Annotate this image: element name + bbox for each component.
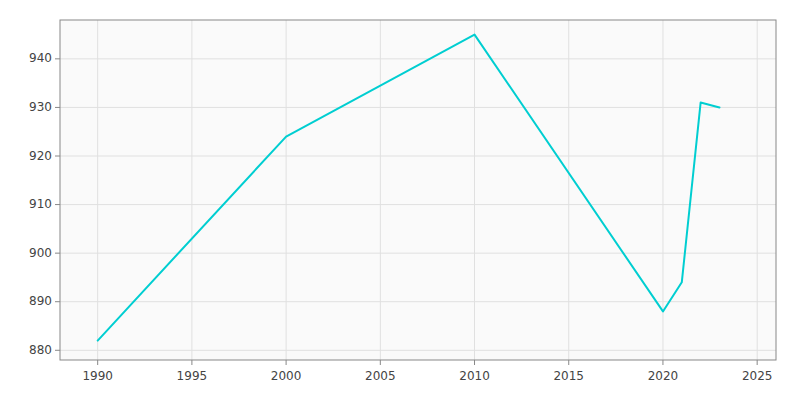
x-tick-label: 1995 [177, 369, 208, 383]
x-grid-line [286, 20, 287, 360]
y-tick-label: 940 [29, 51, 52, 65]
x-tick [380, 360, 381, 365]
y-tick [55, 107, 60, 108]
y-tick-label: 890 [29, 294, 52, 308]
data-layer [98, 35, 720, 341]
y-tick [55, 58, 60, 59]
x-grid-line [380, 20, 381, 360]
x-tick [474, 360, 475, 365]
y-tick-label: 930 [29, 100, 52, 114]
x-tick [757, 360, 758, 365]
y-grid-line [60, 204, 776, 205]
axes: 880 890 900 910 920 930 940 1990 1995 2000 2005 201… [29, 51, 772, 383]
plot-area [60, 20, 776, 360]
y-grid-line [60, 58, 776, 59]
chart: 880 890 900 910 920 930 940 1990 1995 2000 2005 201… [0, 0, 800, 400]
chart-container: 880 890 900 910 920 930 940 1990 1995 2000 2005 201… [0, 0, 800, 400]
x-tick [662, 360, 663, 365]
plot-frame [60, 20, 776, 360]
x-tick-label: 2005 [365, 369, 396, 383]
y-tick [55, 156, 60, 157]
y-tick [55, 350, 60, 351]
x-tick [191, 360, 192, 365]
x-grid-line [474, 20, 475, 360]
x-tick-label: 2020 [648, 369, 679, 383]
x-grid-line [757, 20, 758, 360]
y-grid-line [60, 253, 776, 254]
y-tick-label: 920 [29, 149, 52, 163]
y-tick-label: 900 [29, 246, 52, 260]
y-tick-label: 880 [29, 343, 52, 357]
y-grid-line [60, 156, 776, 157]
y-grid-line [60, 350, 776, 351]
y-tick [55, 204, 60, 205]
x-tick [568, 360, 569, 365]
y-tick [55, 253, 60, 254]
x-grid-line [662, 20, 663, 360]
line [98, 35, 720, 341]
grid [60, 20, 776, 360]
x-tick-label: 2025 [742, 369, 773, 383]
y-tick [55, 301, 60, 302]
x-tick-label: 1990 [82, 369, 113, 383]
x-tick-label: 2000 [271, 369, 302, 383]
x-tick [97, 360, 98, 365]
x-tick [286, 360, 287, 365]
y-tick-label: 910 [29, 197, 52, 211]
y-grid-line [60, 107, 776, 108]
x-tick-label: 2015 [553, 369, 584, 383]
x-tick-label: 2010 [459, 369, 490, 383]
x-grid-line [568, 20, 569, 360]
x-grid-line [191, 20, 192, 360]
x-grid-line [97, 20, 98, 360]
